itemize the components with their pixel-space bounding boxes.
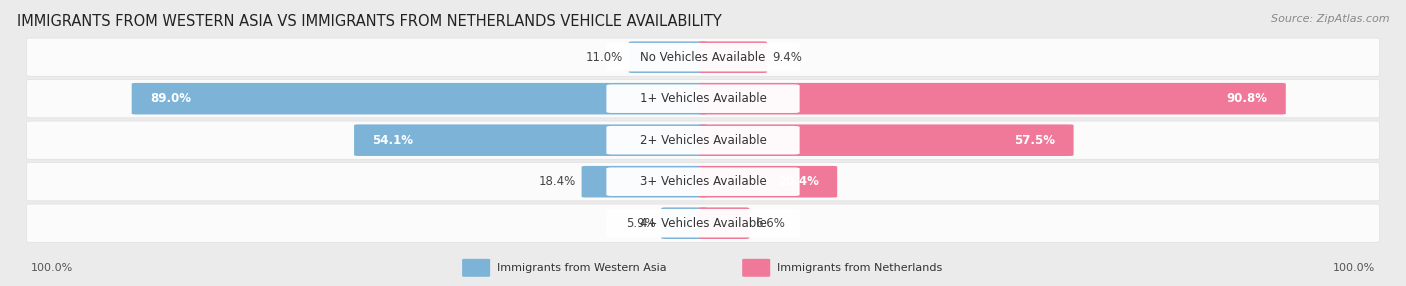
FancyBboxPatch shape xyxy=(27,38,1379,76)
FancyBboxPatch shape xyxy=(661,207,707,239)
FancyBboxPatch shape xyxy=(742,259,770,277)
FancyBboxPatch shape xyxy=(699,207,749,239)
Text: Source: ZipAtlas.com: Source: ZipAtlas.com xyxy=(1271,14,1389,24)
FancyBboxPatch shape xyxy=(699,41,768,73)
FancyBboxPatch shape xyxy=(132,83,707,114)
FancyBboxPatch shape xyxy=(27,80,1379,118)
FancyBboxPatch shape xyxy=(606,84,800,113)
FancyBboxPatch shape xyxy=(699,166,837,198)
Text: 1+ Vehicles Available: 1+ Vehicles Available xyxy=(640,92,766,105)
FancyBboxPatch shape xyxy=(463,259,491,277)
Text: 57.5%: 57.5% xyxy=(1014,134,1056,147)
Text: 18.4%: 18.4% xyxy=(538,175,576,188)
Text: 89.0%: 89.0% xyxy=(150,92,191,105)
Text: 5.9%: 5.9% xyxy=(626,217,655,230)
FancyBboxPatch shape xyxy=(606,209,800,237)
Text: IMMIGRANTS FROM WESTERN ASIA VS IMMIGRANTS FROM NETHERLANDS VEHICLE AVAILABILITY: IMMIGRANTS FROM WESTERN ASIA VS IMMIGRAN… xyxy=(17,14,721,29)
FancyBboxPatch shape xyxy=(582,166,707,198)
Text: 3+ Vehicles Available: 3+ Vehicles Available xyxy=(640,175,766,188)
Text: 9.4%: 9.4% xyxy=(773,51,803,64)
Text: 54.1%: 54.1% xyxy=(373,134,413,147)
Text: Immigrants from Western Asia: Immigrants from Western Asia xyxy=(498,263,666,273)
Text: 90.8%: 90.8% xyxy=(1226,92,1268,105)
Text: 4+ Vehicles Available: 4+ Vehicles Available xyxy=(640,217,766,230)
FancyBboxPatch shape xyxy=(628,41,707,73)
Text: 100.0%: 100.0% xyxy=(31,263,73,273)
Text: 11.0%: 11.0% xyxy=(586,51,623,64)
Text: No Vehicles Available: No Vehicles Available xyxy=(640,51,766,64)
FancyBboxPatch shape xyxy=(27,121,1379,159)
FancyBboxPatch shape xyxy=(27,163,1379,201)
Text: 2+ Vehicles Available: 2+ Vehicles Available xyxy=(640,134,766,147)
Text: 100.0%: 100.0% xyxy=(1333,263,1375,273)
FancyBboxPatch shape xyxy=(699,83,1285,114)
FancyBboxPatch shape xyxy=(354,124,707,156)
Text: Immigrants from Netherlands: Immigrants from Netherlands xyxy=(778,263,942,273)
FancyBboxPatch shape xyxy=(606,43,800,72)
FancyBboxPatch shape xyxy=(699,124,1074,156)
FancyBboxPatch shape xyxy=(27,204,1379,242)
Text: 20.4%: 20.4% xyxy=(778,175,818,188)
Text: 6.6%: 6.6% xyxy=(755,217,785,230)
FancyBboxPatch shape xyxy=(606,167,800,196)
FancyBboxPatch shape xyxy=(606,126,800,154)
